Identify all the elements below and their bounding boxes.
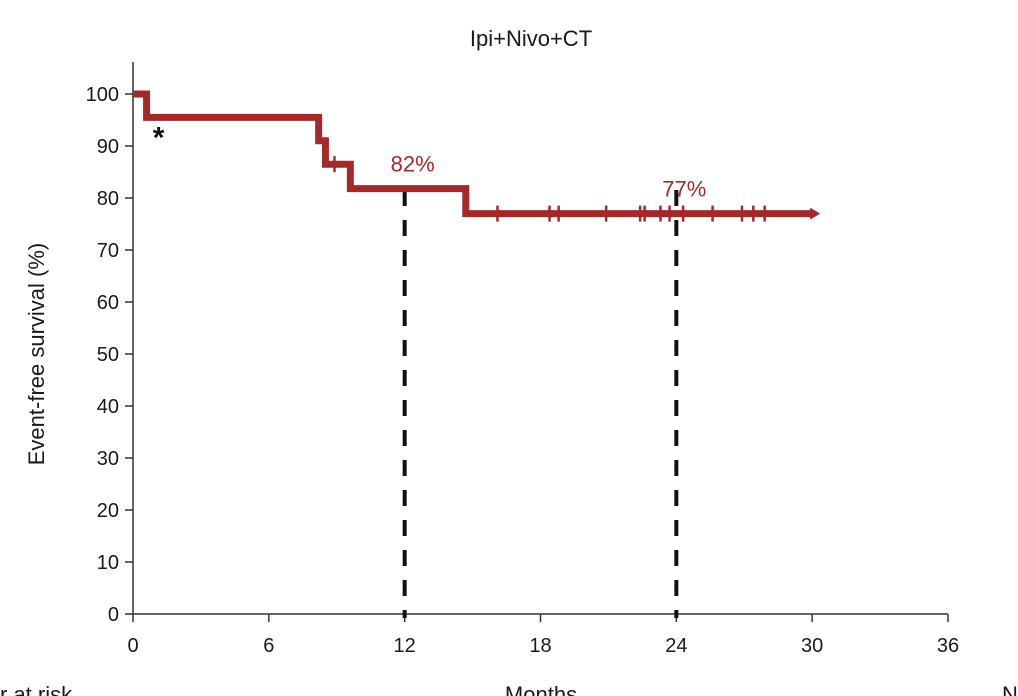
y-tick-label: 80 xyxy=(97,188,119,210)
y-tick-label: 50 xyxy=(97,344,119,366)
chart-title: Ipi+Nivo+CT xyxy=(470,26,592,51)
y-tick-label: 0 xyxy=(108,604,119,626)
y-tick-label: 40 xyxy=(97,396,119,418)
percent-annotation: 77% xyxy=(662,177,706,202)
y-tick-label: 60 xyxy=(97,292,119,314)
x-tick-label: 6 xyxy=(263,635,274,657)
cropped-label: N xyxy=(1002,682,1018,696)
y-tick-label: 20 xyxy=(97,500,119,522)
asterisk-annotation: * xyxy=(153,122,165,155)
x-tick-label: 0 xyxy=(127,635,138,657)
x-tick-label: 12 xyxy=(394,635,416,657)
y-tick-label: 30 xyxy=(97,448,119,470)
annotations: 82% 77% * xyxy=(153,122,707,202)
axes: 0 10 20 30 40 50 60 70 80 90 100 0 6 12 18 24 30 36 xyxy=(86,62,959,657)
survival-step-line xyxy=(133,90,813,218)
reference-lines xyxy=(402,190,679,618)
curve-end-arrow xyxy=(810,207,821,220)
x-tick-label: 30 xyxy=(801,635,823,657)
survival-curve xyxy=(133,90,821,220)
x-tick-label: 18 xyxy=(529,635,551,657)
y-axis-title: Event-free survival (%) xyxy=(24,243,49,466)
x-axis-title: Months xyxy=(505,682,577,696)
y-tick-label: 70 xyxy=(97,240,119,262)
x-tick-label: 24 xyxy=(665,635,687,657)
y-tick-label: 100 xyxy=(86,84,119,106)
y-tick-label: 90 xyxy=(97,136,119,158)
cropped-label: r at risk xyxy=(0,682,73,696)
x-tick-label: 36 xyxy=(937,635,959,657)
y-tick-label: 10 xyxy=(97,552,119,574)
bottom-text: r at risk Months N xyxy=(0,682,1018,696)
percent-annotation: 82% xyxy=(391,152,435,177)
censor-marks xyxy=(333,156,766,222)
